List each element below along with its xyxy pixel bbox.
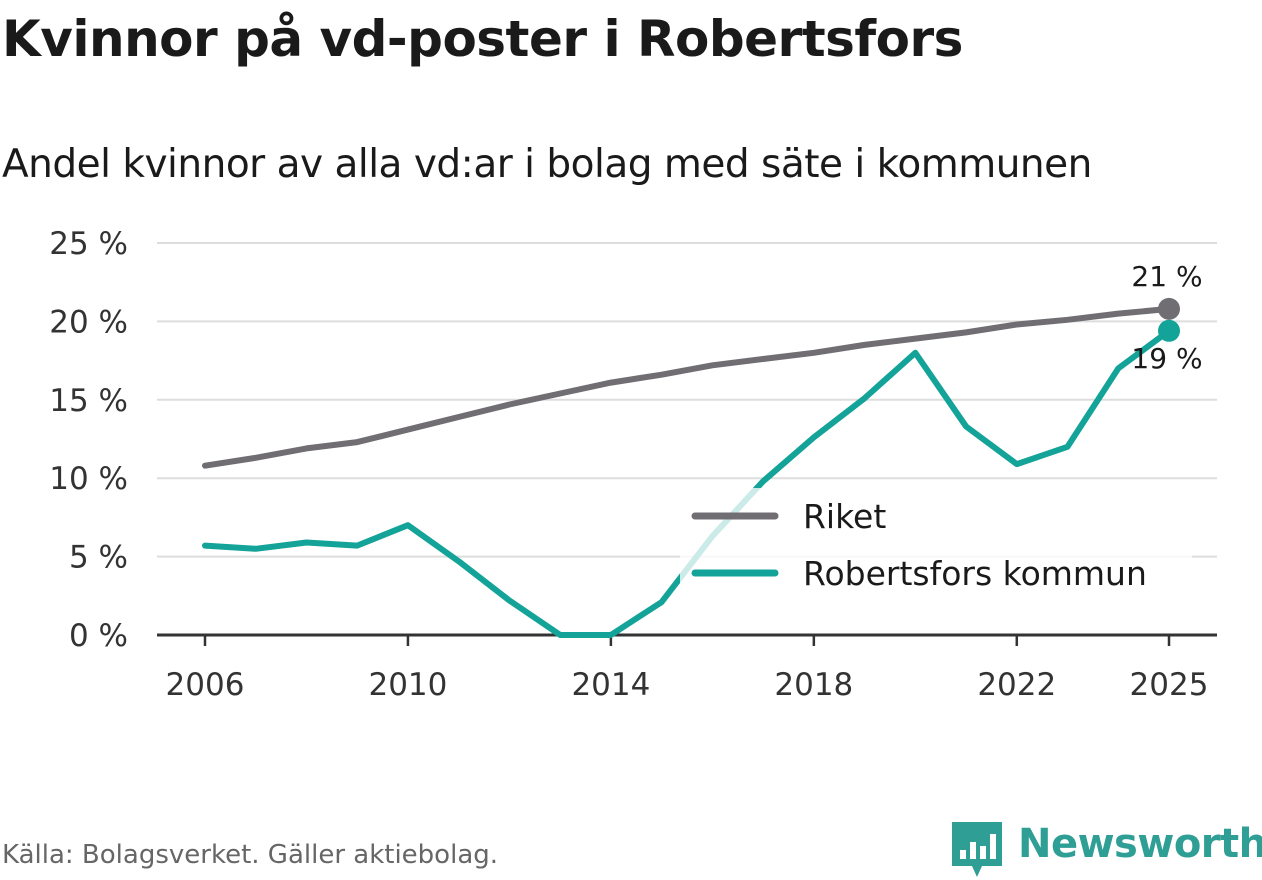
source-note: Källa: Bolagsverket. Gäller aktiebolag. [2,840,499,870]
y-axis-ticks: 0 % 5 % 10 % 15 % 20 % 25 % [49,226,128,654]
x-tick-label-2018: 2018 [774,667,853,703]
end-points: 21 % 19 % [1131,260,1202,375]
legend-background-bottom [680,558,1192,600]
x-axis: 2006 2010 2014 2018 2022 2025 [157,633,1217,703]
x-tick-label-2014: 2014 [571,667,650,703]
chart-subtitle: Andel kvinnor av alla vd:ar i bolag med … [2,142,1092,187]
x-tick-label-2010: 2010 [368,667,447,703]
end-point-kommun [1158,319,1180,342]
legend-label-kommun: Robertsfors kommun [803,554,1147,593]
y-tick-label-15: 15 % [49,383,128,419]
series-line-riket [202,305,1172,469]
end-label-riket: 21 % [1131,260,1202,293]
y-tick-label-5: 5 % [69,540,128,576]
y-tick-label-20: 20 % [49,304,128,340]
y-tick-label-0: 0 % [69,618,128,654]
legend: Riket Robertsfors kommun [680,488,1192,600]
y-tick-label-10: 10 % [49,461,128,497]
x-tick-label-2006: 2006 [166,667,245,703]
end-point-riket [1158,297,1180,320]
newsworthy-logo-icon [952,822,1002,877]
x-tick-label-2022: 2022 [977,667,1056,703]
legend-background-top [680,488,1192,558]
newsworthy-logo-text: Newsworthy [1018,821,1262,867]
newsworthy-logo: Newsworthy [950,818,1262,880]
y-tick-label-25: 25 % [49,226,128,262]
chart-title: Kvinnor på vd-poster i Robertsfors [2,10,963,68]
legend-label-riket: Riket [803,497,886,536]
end-label-kommun: 19 % [1131,342,1202,375]
x-tick-label-2025: 2025 [1130,667,1209,703]
